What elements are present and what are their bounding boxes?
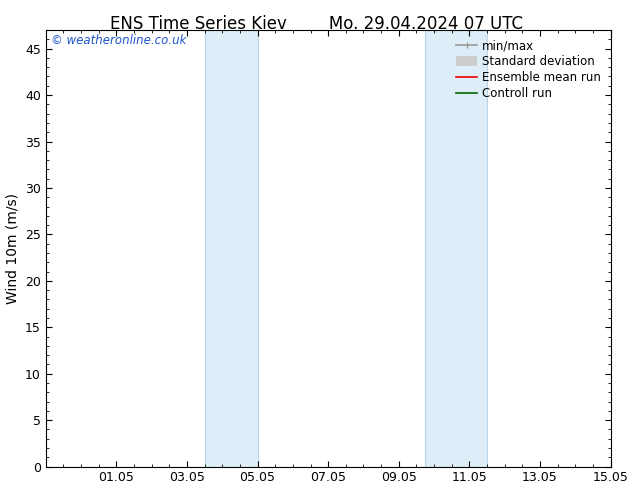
Bar (425, 30, 487, 466)
Bar (205, 30, 257, 466)
Text: ENS Time Series Kiev        Mo. 29.04.2024 07 UTC: ENS Time Series Kiev Mo. 29.04.2024 07 U… (110, 15, 524, 33)
Legend: min/max, Standard deviation, Ensemble mean run, Controll run: min/max, Standard deviation, Ensemble me… (453, 36, 605, 104)
Text: © weatheronline.co.uk: © weatheronline.co.uk (51, 34, 187, 48)
Y-axis label: Wind 10m (m/s): Wind 10m (m/s) (6, 193, 20, 304)
